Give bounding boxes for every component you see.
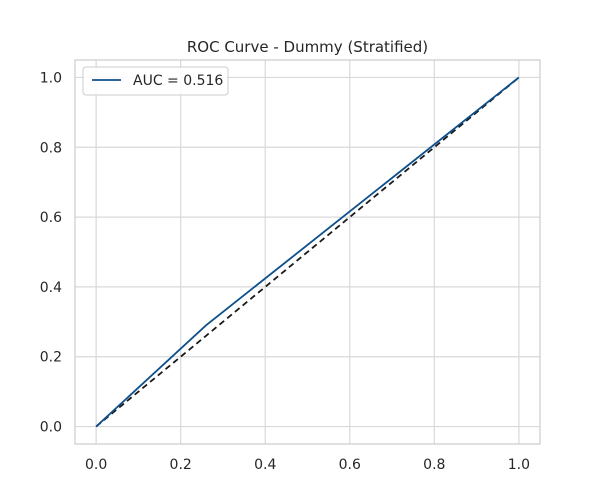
y-tick-label: 1.0 [40, 70, 62, 86]
x-tick-label: 0.0 [85, 457, 107, 473]
legend: AUC = 0.516 [82, 66, 229, 96]
y-tick-label: 0.4 [40, 280, 62, 296]
y-tick-label: 0.2 [40, 350, 62, 366]
y-tick-label: 0.0 [40, 420, 62, 436]
x-tick-label: 0.6 [339, 457, 361, 473]
legend-box [82, 66, 229, 96]
series-layer [95, 76, 520, 428]
roc-curve-line [95, 76, 520, 428]
chance-diagonal-line [95, 76, 520, 428]
chart-title: ROC Curve - Dummy (Stratified) [187, 38, 428, 56]
x-tick-label: 0.8 [423, 457, 445, 473]
y-tick-label: 0.8 [40, 140, 62, 156]
grid [75, 60, 540, 444]
x-tick-label: 1.0 [508, 457, 530, 473]
y-tick-label: 0.6 [40, 210, 62, 226]
x-tick-label: 0.4 [254, 457, 276, 473]
x-tick-label: 0.2 [170, 457, 192, 473]
tick-labels: 0.0 0.2 0.4 0.6 0.8 1.0 0.0 0.2 0.4 0.6 0.8 1.0 [40, 70, 530, 473]
legend-label: AUC = 0.516 [133, 73, 223, 89]
plot-frame [74, 59, 541, 445]
